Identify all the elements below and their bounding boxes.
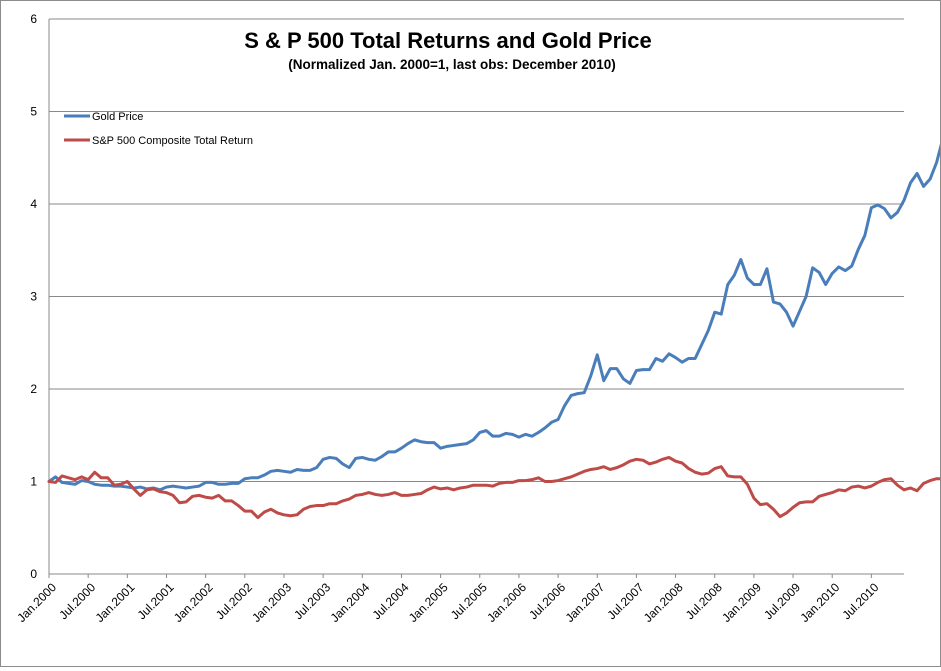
x-tick-label-jan-2000: Jan.2000 <box>14 580 59 625</box>
x-tick-label-jan-2003: Jan.2003 <box>249 580 294 625</box>
legend: Gold Price S&P 500 Composite Total Retur… <box>64 111 253 147</box>
y-tick-label-0: 0 <box>30 567 37 581</box>
legend-label-sp500-total-return: S&P 500 Composite Total Return <box>92 135 253 147</box>
series-line-sp500-total-return <box>47 455 941 520</box>
x-tick-label-jan-2006: Jan.2006 <box>484 580 529 625</box>
x-tick-label-jan-2002: Jan.2002 <box>171 580 216 625</box>
x-tick-label-jan-2008: Jan.2008 <box>641 580 686 625</box>
axes: 0123456Jan.2000Jul.2000Jan.2001Jul.2001J… <box>14 12 904 625</box>
chart-subtitle: (Normalized Jan. 2000=1, last obs: Decem… <box>288 57 616 72</box>
x-tick-label-jan-2007: Jan.2007 <box>563 580 608 625</box>
y-tick-label-3: 3 <box>30 290 37 304</box>
y-tick-label-1: 1 <box>30 475 37 489</box>
gridlines <box>49 18 904 482</box>
y-tick-label-2: 2 <box>30 382 37 396</box>
series-line-gold-price <box>47 139 941 492</box>
x-tick-label-jan-2005: Jan.2005 <box>406 580 451 625</box>
y-tick-label-4: 4 <box>30 197 37 211</box>
y-tick-label-5: 5 <box>30 105 37 119</box>
x-tick-label-jan-2010: Jan.2010 <box>798 580 843 625</box>
chart-title: S & P 500 Total Returns and Gold Price <box>244 28 652 53</box>
x-tick-label-jan-2004: Jan.2004 <box>328 580 373 625</box>
y-tick-label-6: 6 <box>30 12 37 26</box>
x-tick-label-jan-2001: Jan.2001 <box>93 580 138 625</box>
x-tick-label-jan-2009: Jan.2009 <box>719 580 764 625</box>
legend-label-gold-price: Gold Price <box>92 111 143 123</box>
series-lines <box>47 139 941 520</box>
x-tick-label-jul-2010: Jul.2010 <box>840 580 882 622</box>
